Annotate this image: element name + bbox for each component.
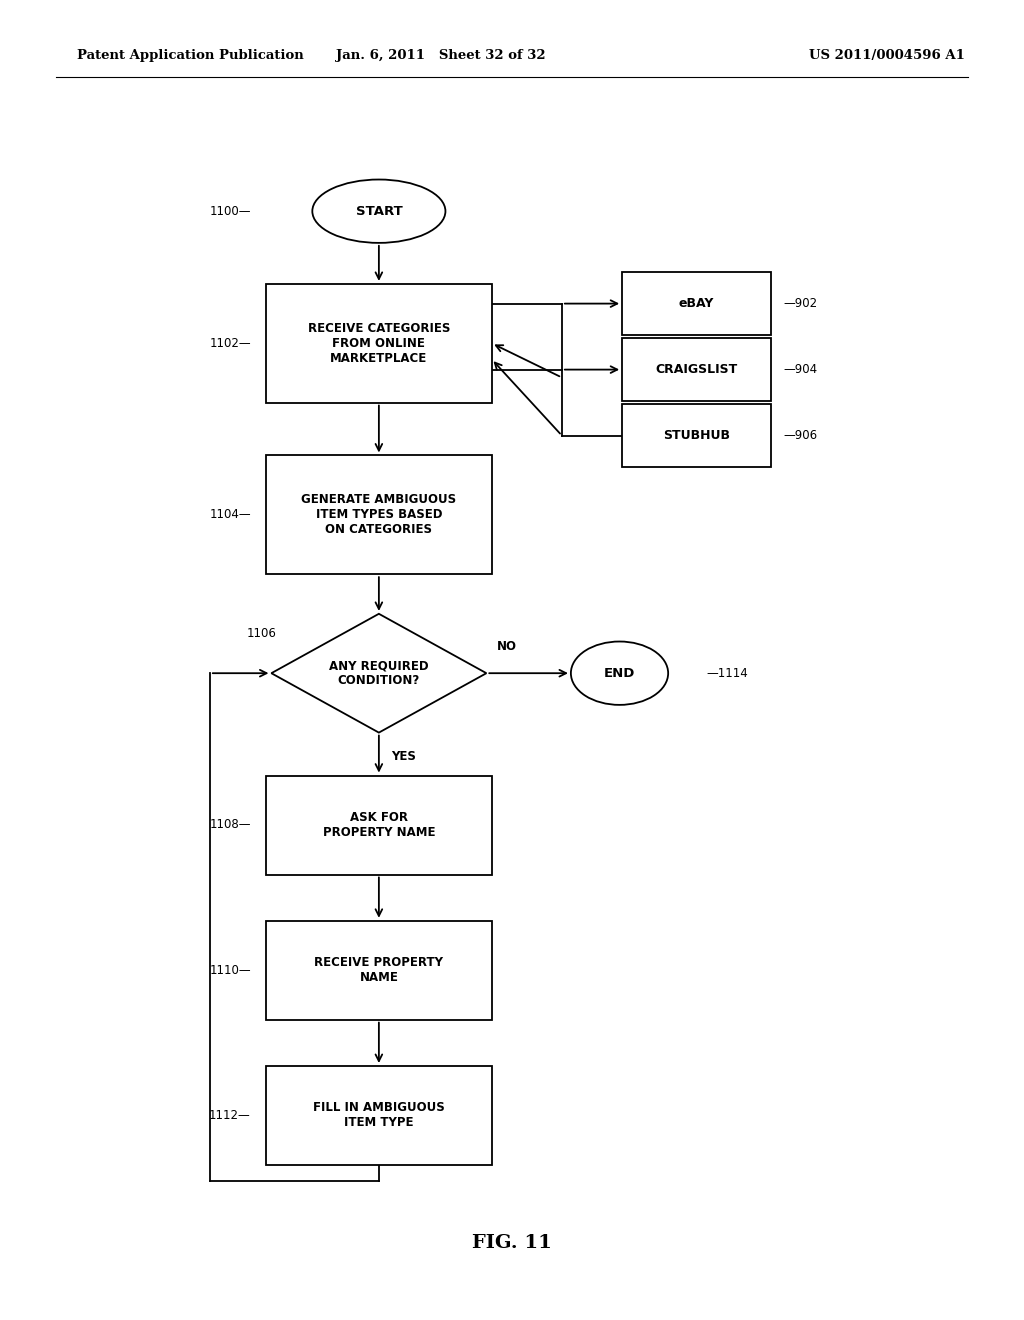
Text: —902: —902 — [783, 297, 817, 310]
Text: —1114: —1114 — [707, 667, 749, 680]
Text: Patent Application Publication: Patent Application Publication — [77, 49, 303, 62]
Text: FILL IN AMBIGUOUS
ITEM TYPE: FILL IN AMBIGUOUS ITEM TYPE — [313, 1101, 444, 1130]
Ellipse shape — [312, 180, 445, 243]
Text: FIG. 11: FIG. 11 — [472, 1234, 552, 1253]
Text: END: END — [604, 667, 635, 680]
Text: 1108—: 1108— — [209, 818, 251, 832]
Text: ASK FOR
PROPERTY NAME: ASK FOR PROPERTY NAME — [323, 810, 435, 840]
FancyBboxPatch shape — [266, 776, 492, 874]
Text: eBAY: eBAY — [679, 297, 714, 310]
FancyBboxPatch shape — [266, 455, 492, 574]
Text: CRAIGSLIST: CRAIGSLIST — [655, 363, 737, 376]
Text: YES: YES — [391, 750, 416, 763]
Text: NO: NO — [497, 640, 517, 653]
Text: —906: —906 — [783, 429, 817, 442]
Text: Jan. 6, 2011   Sheet 32 of 32: Jan. 6, 2011 Sheet 32 of 32 — [336, 49, 545, 62]
Text: STUBHUB: STUBHUB — [663, 429, 730, 442]
Text: START: START — [355, 205, 402, 218]
FancyBboxPatch shape — [623, 404, 771, 467]
FancyBboxPatch shape — [623, 338, 771, 401]
FancyBboxPatch shape — [266, 921, 492, 1019]
FancyBboxPatch shape — [266, 284, 492, 403]
Text: RECEIVE PROPERTY
NAME: RECEIVE PROPERTY NAME — [314, 956, 443, 985]
Text: GENERATE AMBIGUOUS
ITEM TYPES BASED
ON CATEGORIES: GENERATE AMBIGUOUS ITEM TYPES BASED ON C… — [301, 494, 457, 536]
Text: —904: —904 — [783, 363, 817, 376]
Text: RECEIVE CATEGORIES
FROM ONLINE
MARKETPLACE: RECEIVE CATEGORIES FROM ONLINE MARKETPLA… — [307, 322, 451, 364]
Text: 1100—: 1100— — [209, 205, 251, 218]
Text: 1110—: 1110— — [209, 964, 251, 977]
Text: 1104—: 1104— — [209, 508, 251, 521]
Text: 1106: 1106 — [247, 627, 276, 640]
Text: US 2011/0004596 A1: US 2011/0004596 A1 — [809, 49, 965, 62]
Polygon shape — [271, 614, 486, 733]
Text: 1112—: 1112— — [209, 1109, 251, 1122]
FancyBboxPatch shape — [623, 272, 771, 335]
Text: ANY REQUIRED
CONDITION?: ANY REQUIRED CONDITION? — [329, 659, 429, 688]
Text: 1102—: 1102— — [209, 337, 251, 350]
FancyBboxPatch shape — [266, 1067, 492, 1166]
Ellipse shape — [571, 642, 668, 705]
